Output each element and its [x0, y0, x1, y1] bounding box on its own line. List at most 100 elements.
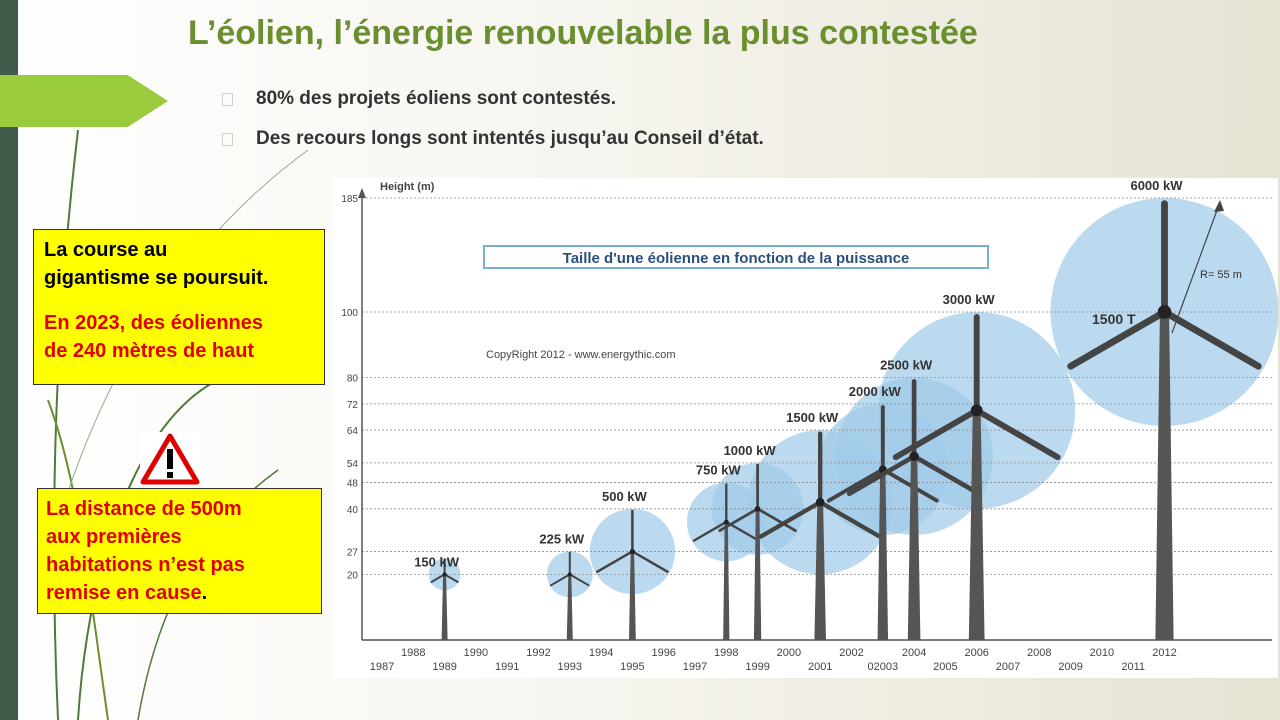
- turbine-blade: [596, 550, 634, 573]
- bullet-marker-icon: [222, 92, 233, 106]
- turbine-hub: [815, 497, 825, 507]
- power-label: 3000 kW: [943, 292, 996, 307]
- x-tick-label: 1993: [558, 661, 582, 673]
- x-tick-label: 1994: [589, 647, 613, 659]
- callout-line: habitations n’est pas: [46, 554, 245, 576]
- radius-arrow: [1171, 201, 1221, 334]
- radius-label: R= 55 m: [1200, 269, 1242, 281]
- x-tick-label: 2007: [996, 661, 1020, 673]
- x-tick-label: 02003: [868, 661, 899, 673]
- power-label: 2500 kW: [880, 358, 933, 373]
- y-tick-label: 80: [347, 374, 359, 385]
- x-tick-label: 1998: [714, 647, 738, 659]
- turbine-blade: [1161, 308, 1262, 370]
- turbine-tower: [814, 502, 826, 640]
- turbine-tower: [441, 574, 448, 640]
- x-tick-label: 1995: [620, 661, 644, 673]
- chart-title-box: [483, 245, 989, 269]
- accent-arrow: [0, 75, 168, 127]
- turbine-hub: [909, 451, 919, 462]
- x-tick-label: 1990: [464, 647, 488, 659]
- x-tick-label: 2006: [964, 647, 988, 659]
- turbine-blade: [826, 467, 885, 503]
- x-tick-label: 1992: [526, 647, 550, 659]
- x-tick-label: 1996: [651, 647, 675, 659]
- turbine-blade: [892, 407, 980, 461]
- bullet-list: 80% des projets éoliens sont contestés. …: [222, 88, 1022, 168]
- turbine-hub: [1157, 305, 1172, 319]
- bullet-text: Des recours longs sont intentés jusqu’au…: [256, 128, 764, 149]
- y-tick-label: 54: [347, 459, 359, 470]
- callout-gigantism: La course au gigantisme se poursuit. En …: [33, 229, 325, 385]
- callout-line: de 240 mètres de haut: [44, 340, 255, 362]
- power-label: 1500 kW: [786, 410, 839, 425]
- power-label: 1000 kW: [724, 443, 777, 458]
- power-label: 150 kW: [414, 554, 460, 569]
- y-tick-label: 27: [347, 547, 359, 558]
- y-tick-label: 72: [347, 400, 359, 411]
- power-label: 500 kW: [602, 489, 648, 504]
- turbine-tower: [753, 508, 762, 640]
- turbine-tower: [723, 521, 730, 640]
- y-tick-label: 20: [347, 570, 359, 581]
- slide-title: L’éolien, l’énergie renouvelable la plus…: [188, 14, 978, 52]
- turbine-blade: [911, 453, 982, 497]
- x-tick-label: 1991: [495, 661, 519, 673]
- turbine-blade: [430, 573, 446, 583]
- turbine-blade: [1067, 308, 1168, 370]
- turbine-blade: [692, 520, 728, 542]
- turbine-hub: [442, 572, 447, 577]
- power-label: 6000 kW: [1130, 178, 1183, 193]
- turbine-blade: [549, 573, 571, 587]
- bullet-item: 80% des projets éoliens sont contestés.: [222, 88, 1022, 110]
- turbine-blade: [718, 507, 759, 532]
- y-tick-label: 64: [347, 426, 359, 437]
- y-tick-label: 100: [341, 308, 358, 319]
- callout-line: La course au: [44, 239, 168, 261]
- y-tick-label: 40: [347, 505, 359, 516]
- y-axis-label: Height (m): [380, 181, 435, 193]
- x-tick-label: 1987: [370, 661, 394, 673]
- y-tick-label: 185: [341, 194, 358, 205]
- y-axis-arrow: [358, 188, 366, 198]
- x-tick-label: 2009: [1058, 661, 1082, 673]
- x-tick-label: 2004: [902, 647, 926, 659]
- callout-line: remise en cause: [46, 582, 202, 604]
- turbine-blade: [758, 500, 823, 539]
- x-tick-label: 2002: [839, 647, 863, 659]
- x-tick-label: 2008: [1027, 647, 1051, 659]
- turbine-blade: [756, 507, 797, 532]
- turbine-blade: [631, 550, 669, 573]
- turbine-height-chart: 20 27 40 48 54 64 72 80 100 185 1988 1990 1992 1994 19…: [332, 178, 1278, 678]
- x-tick-label: 2012: [1152, 647, 1176, 659]
- x-tick-label: 1997: [683, 661, 707, 673]
- power-label: 225 kW: [539, 531, 585, 546]
- callout-distance: La distance de 500m aux premières habita…: [37, 488, 322, 614]
- x-tick-label: 1988: [401, 647, 425, 659]
- turbine-blade: [443, 573, 459, 583]
- x-tick-label: 2010: [1090, 647, 1114, 659]
- turbine-tower: [877, 469, 889, 640]
- turbine-hub: [723, 519, 729, 525]
- turbine-blade: [846, 453, 917, 497]
- callout-line: aux premières: [46, 526, 182, 548]
- x-tick-label: 2001: [808, 661, 832, 673]
- model-label: 1500 T: [1092, 311, 1136, 327]
- turbine-tower: [968, 410, 985, 640]
- bullet-marker-icon: [222, 132, 233, 146]
- bullet-item: Des recours longs sont intentés jusqu’au…: [222, 128, 1022, 150]
- turbine-tower: [1155, 312, 1174, 640]
- bullet-text: 80% des projets éoliens sont contestés.: [256, 88, 617, 109]
- turbine-tower: [907, 456, 921, 640]
- power-label: 2000 kW: [849, 384, 902, 399]
- callout-line: gigantisme se poursuit.: [44, 267, 269, 289]
- y-tick-label: 48: [347, 479, 359, 490]
- callout-line: En 2023, des éoliennes: [44, 312, 263, 334]
- x-tick-label: 2011: [1121, 661, 1145, 673]
- x-tick-label: 1989: [432, 661, 456, 673]
- x-tick-label: 1999: [745, 661, 769, 673]
- turbine-hub: [970, 404, 983, 417]
- power-label: 750 kW: [696, 463, 742, 478]
- chart-title: Taille d'une éolienne en fonction de la …: [563, 250, 910, 267]
- warning-triangle-icon: [140, 432, 200, 486]
